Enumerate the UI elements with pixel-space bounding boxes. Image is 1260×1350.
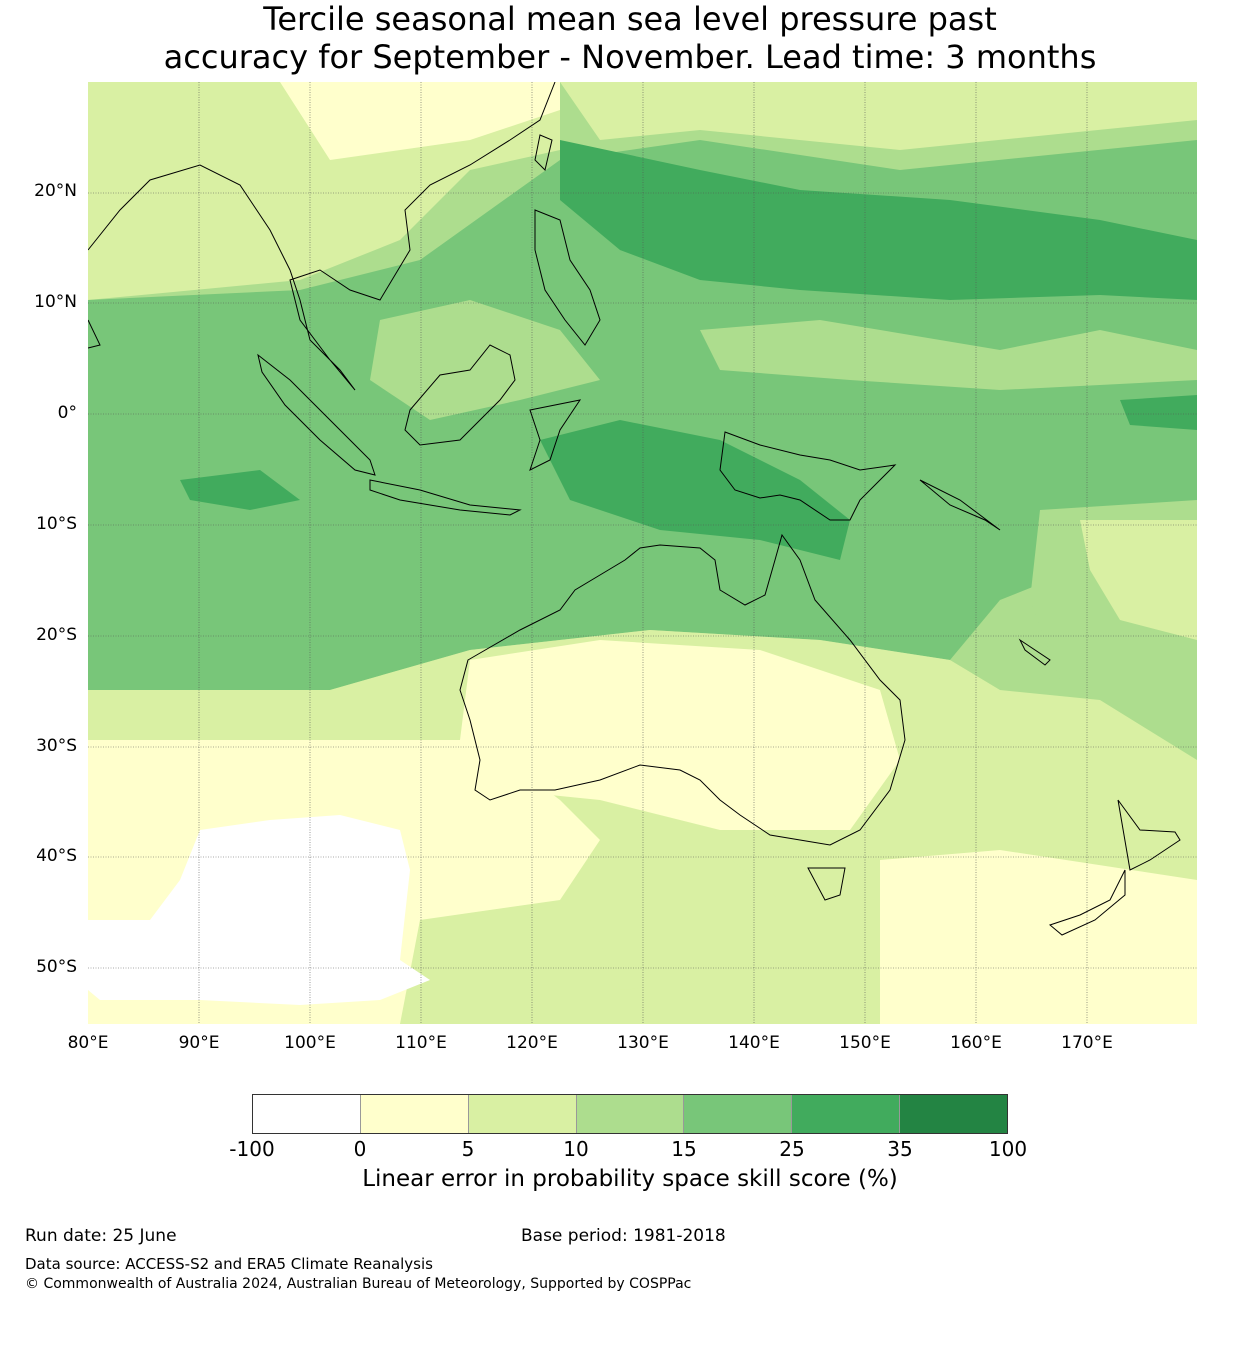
lon-label-80e: 80°E [67, 1033, 109, 1053]
skill-band-25-35-banda [540, 420, 850, 560]
coastline-australia [459, 533, 906, 846]
colorbar-tick: 5 [461, 1137, 475, 1161]
lat-label-40s: 40°S [36, 846, 77, 866]
coastline-philippines [534, 209, 601, 346]
coastlines [88, 82, 1181, 936]
skill-map [88, 82, 1197, 1024]
colorbar-segment-4 [576, 1095, 685, 1133]
lon-label-170e: 170°E [1061, 1033, 1113, 1053]
colorbar-tick: 100 [988, 1137, 1028, 1161]
skill-band-5-10-patch-south [590, 850, 780, 990]
lon-label-160e: 160°E [950, 1033, 1002, 1053]
coastline-mainland-asia [88, 82, 556, 391]
lon-label-150e: 150°E [839, 1033, 891, 1053]
lon-label-130e: 130°E [617, 1033, 669, 1053]
map-title-line-1: Tercile seasonal mean sea level pressure… [263, 0, 997, 38]
lat-label-20n: 20°N [34, 181, 77, 201]
colorbar-label: Linear error in probability space skill … [362, 1166, 898, 1192]
coastline-sulawesi [529, 399, 582, 471]
coastline-india [88, 319, 101, 349]
skill-band-negative [88, 815, 430, 1005]
skill-band-0-5-se [880, 850, 1197, 1024]
skill-band-25-35-east [1120, 395, 1197, 430]
skill-band-5-10-ne [560, 82, 1197, 150]
coastline-tasmania [807, 867, 846, 901]
colorbar-tick: 35 [887, 1137, 913, 1161]
coastline-borneo [404, 344, 516, 446]
skill-band-0-5-australia [460, 640, 900, 830]
coastline-new-zealand-south [1048, 869, 1126, 936]
copyright: © Commonwealth of Australia 2024, Austra… [25, 1276, 692, 1292]
map-title: Tercile seasonal mean sea level pressure… [0, 0, 1260, 76]
lon-label-110e: 110°E [395, 1033, 447, 1053]
skill-band-25-35-io [180, 470, 300, 510]
map-title-line-2: accuracy for September - November. Lead … [163, 38, 1097, 76]
colorbar-segment-6 [792, 1095, 901, 1133]
colorbar-tick: 10 [563, 1137, 589, 1161]
lat-label-50s: 50°S [36, 957, 77, 977]
lat-label-0: 0° [57, 403, 77, 423]
coastline-sumatra [257, 353, 376, 476]
colorbar-tick: 0 [353, 1137, 367, 1161]
base-period: Base period: 1981-2018 [521, 1226, 726, 1246]
colorbar-tick: -100 [229, 1137, 275, 1161]
lon-label-120e: 120°E [506, 1033, 558, 1053]
colorbar-segment-7 [900, 1095, 1008, 1133]
skill-band-5-10-patch [1080, 520, 1197, 640]
coastline-taiwan [534, 134, 553, 171]
colorbar-segment-5 [684, 1095, 793, 1133]
colorbar [252, 1094, 1008, 1134]
lon-label-140e: 140°E [728, 1033, 780, 1053]
lat-label-20s: 20°S [36, 625, 77, 645]
lat-label-30s: 30°S [36, 736, 77, 756]
colorbar-segment-3 [468, 1095, 577, 1133]
run-date: Run date: 25 June [25, 1226, 177, 1246]
skill-band-25-35-pacific [560, 140, 1197, 300]
skill-band-10-15-patch-2 [700, 320, 1197, 390]
colorbar-tick: 15 [671, 1137, 697, 1161]
lat-label-10s: 10°S [36, 514, 77, 534]
coastline-java [369, 479, 522, 516]
coastline-new-caledonia [1018, 638, 1051, 666]
skill-field [88, 82, 1197, 1024]
colorbar-tick: 25 [779, 1137, 805, 1161]
colorbar-segment-2 [360, 1095, 469, 1133]
coastline-solomons [919, 479, 1001, 531]
skill-band-0-5-north [280, 82, 560, 160]
data-source: Data source: ACCESS-S2 and ERA5 Climate … [25, 1255, 433, 1273]
coastline-new-zealand-north [1117, 799, 1181, 871]
colorbar-segment-1 [253, 1095, 361, 1133]
lat-label-10n: 10°N [34, 292, 77, 312]
coastline-new-guinea [719, 431, 897, 521]
map-gridlines [88, 82, 1197, 1024]
lon-label-90e: 90°E [178, 1033, 220, 1053]
lon-label-100e: 100°E [284, 1033, 336, 1053]
